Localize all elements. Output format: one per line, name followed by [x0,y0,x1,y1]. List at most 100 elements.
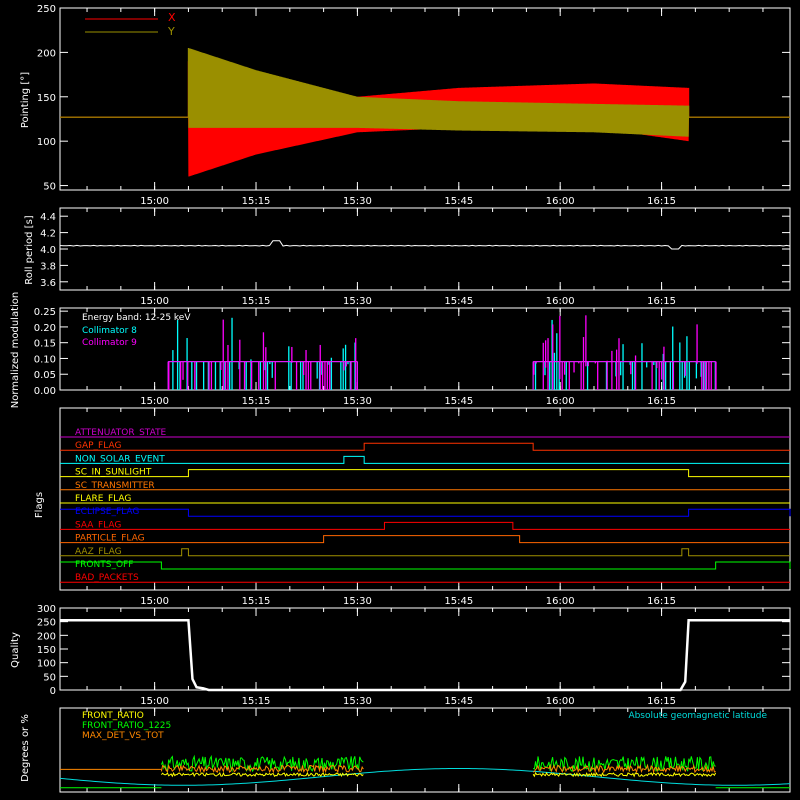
pointing-y-tick-label: 50 [43,182,56,193]
ratios-latitude [59,767,791,786]
x-tick-label: 15:30 [343,196,372,207]
x-tick-label: 15:15 [242,296,271,307]
flag-label-eclipse_flag: ECLIPSE_FLAG [75,507,139,517]
pointing-series-y [60,47,790,137]
ratios-panel: Degrees or % FRONT_RATIO FRONT_RATIO_122… [20,711,791,789]
x-tick-label: 16:00 [546,296,575,307]
x-tick-label: 15:30 [343,396,372,407]
legend-collimator-9: Collimator 9 [82,338,137,348]
roll-y-tick-label: 3.8 [40,261,56,272]
x-tick-label: 15:30 [343,696,372,707]
flags-ylabel: Flags [34,492,45,518]
quality-y-tick-label: 200 [37,631,56,642]
ratios-front-ratio-1225 [532,755,716,773]
roll-panel: 3.6 3.8 4.0 4.2 4.4 Roll period [s] [24,212,791,289]
flag-line-eclipse_flag [60,508,791,517]
x-tick-label: 15:00 [140,296,169,307]
flag-line-fronts_off [60,561,791,570]
ratios-max-det-vs-tot [160,764,364,775]
quality-panel: 0 50 100 150 200 250 300 Quality [10,604,790,697]
roll-series [59,240,791,250]
flag-label-gap_flag: GAP_FLAG [75,441,121,451]
modulation-ylabel: Normalized modulation [10,292,21,409]
flag-label-aaz_flag: AAZ_FLAG [75,547,122,557]
flag-label-bad_packets: BAD_PACKETS [75,573,139,583]
pointing-ylabel: Pointing [°] [20,72,31,128]
quality-data: 0 50 100 150 200 250 300 [37,604,790,697]
quality-y-tick-label: 50 [43,672,56,683]
x-tick-label: 15:15 [242,196,271,207]
legend-front-ratio: FRONT_RATIO [82,711,144,721]
modulation-ylabel-text: Normalized modulation [10,292,21,409]
flag-line-saa_flag [60,521,790,530]
x-tick-label: 15:00 [140,396,169,407]
ratios-max-det-vs-tot [532,763,716,774]
quality-series [60,619,790,692]
ratios-data [59,754,791,789]
roll-y-tick-label: 4.0 [40,245,56,256]
flag-label-particle_flag: PARTICLE_FLAG [75,534,145,544]
flag-line-sc_in_sunlight [60,469,790,478]
flag-label-fronts_off: FRONTS_OFF [75,560,133,570]
modulation-data: 0.00 0.05 0.10 0.15 0.20 0.25 [34,307,790,397]
x-tick-label: 16:00 [546,696,575,707]
pointing-y-tick-label: 150 [37,93,56,104]
legend-geomagnetic-latitude: Absolute geomagnetic latitude [628,711,767,721]
x-tick-label: 16:15 [647,196,676,207]
panel-frame [59,407,791,591]
flag-line-aaz_flag [60,548,790,557]
quality-y-tick-label: 0 [50,686,56,697]
flag-label-attenuator_state: ATTENUATOR_STATE [75,428,167,438]
quality-y-tick-label: 100 [37,659,56,670]
pointing-data: 50 100 150 200 250 [37,4,790,193]
quality-y-tick-label: 150 [37,645,56,656]
roll-ylabel: Roll period [s] [24,215,35,284]
flag-label-non_solar_event: NON_SOLAR_EVENT [75,454,165,464]
modulation-y-tick-label: 0.25 [34,307,56,318]
x-tick-label: 16:15 [647,596,676,607]
roll-data: 3.6 3.8 4.0 4.2 4.4 [40,212,791,289]
flag-line-particle_flag [60,535,790,544]
x-tick-label: 15:45 [444,196,473,207]
x-tick-label: 16:15 [647,296,676,307]
flags-data: ATTENUATOR_STATE GAP_FLAG NON_SOLAR_EVENT S… [60,428,791,583]
pointing-y-tick-label: 200 [37,48,56,59]
x-tick-label: 15:15 [242,696,271,707]
x-tick-label: 15:30 [343,596,372,607]
x-tick-label: 15:00 [140,696,169,707]
quality-y-tick-label: 250 [37,618,56,629]
ratios-front-ratio [532,771,717,778]
modulation-y-tick-label: 0.00 [34,386,56,397]
x-tick-label: 15:45 [444,396,473,407]
flag-line-gap_flag [60,442,790,451]
ratios-front-ratio [161,771,364,778]
ratios-ylabel: Degrees or % [20,714,31,782]
flags-panel: ATTENUATOR_STATE GAP_FLAG NON_SOLAR_EVENT S… [34,428,791,583]
ratios-front-ratio-1225 [160,754,364,773]
modulation-y-tick-label: 0.10 [34,354,56,365]
legend-front-ratio-1225: FRONT_RATIO_1225 [82,721,171,731]
legend-max-det-vs-tot: MAX_DET_VS_TOT [82,731,164,741]
modulation-y-tick-label: 0.05 [34,370,56,381]
flag-label-saa_flag: SAA_FLAG [75,520,121,530]
x-tick-label: 15:15 [242,596,271,607]
roll-y-tick-label: 4.2 [40,229,56,240]
roll-y-tick-label: 4.4 [40,212,56,223]
flag-label-sc_transmitter: SC_TRANSMITTER [75,481,155,491]
legend-label-y: Y [167,25,175,38]
quality-ylabel: Quality [10,632,21,668]
x-tick-label: 16:15 [647,396,676,407]
x-tick-label: 15:15 [242,396,271,407]
modulation-annotation: Energy band: 12-25 keV [82,313,191,323]
x-tick-label: 16:00 [546,596,575,607]
x-tick-label: 15:45 [444,696,473,707]
x-tick-label: 15:45 [444,296,473,307]
panel-frame [59,207,791,291]
pointing-panel: 50 100 150 200 250 Pointing [°] X Y [20,4,790,193]
flag-label-sc_in_sunlight: SC_IN_SUNLIGHT [75,468,152,478]
x-tick-label: 15:00 [140,196,169,207]
modulation-y-tick-label: 0.15 [34,339,56,350]
x-tick-label: 16:15 [647,696,676,707]
modulation-y-tick-label: 0.20 [34,323,56,334]
